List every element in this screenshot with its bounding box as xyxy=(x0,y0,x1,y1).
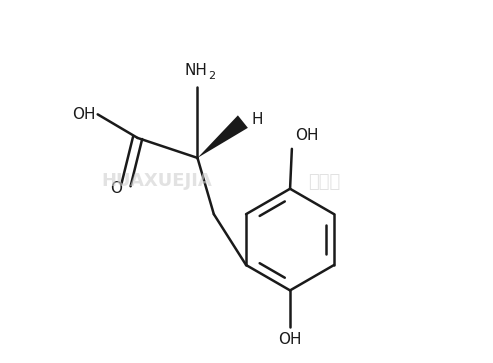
Text: HUAXUEJIA: HUAXUEJIA xyxy=(101,172,212,191)
Text: 化学加: 化学加 xyxy=(308,172,341,191)
Text: 2: 2 xyxy=(209,70,215,81)
Text: O: O xyxy=(110,181,122,196)
Text: H: H xyxy=(252,112,263,127)
Text: OH: OH xyxy=(279,332,302,347)
Text: OH: OH xyxy=(72,107,96,122)
Text: OH: OH xyxy=(295,129,318,143)
Polygon shape xyxy=(198,115,248,158)
Text: NH: NH xyxy=(184,63,207,78)
